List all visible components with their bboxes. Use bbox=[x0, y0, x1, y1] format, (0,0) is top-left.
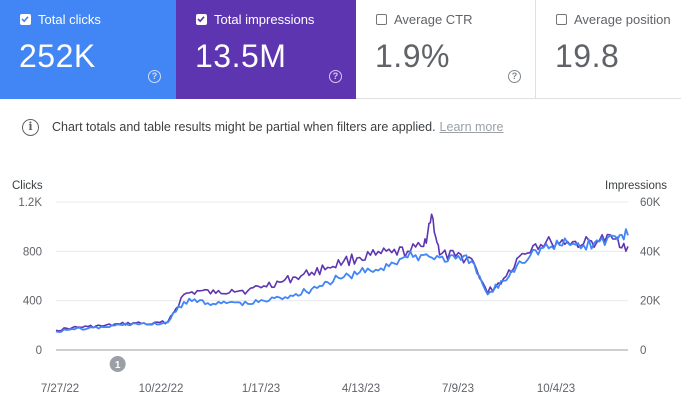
left-tick-label: 1.2K bbox=[18, 197, 42, 209]
left-tick-label: 400 bbox=[23, 296, 42, 308]
help-icon[interactable]: ? bbox=[508, 70, 521, 83]
x-tick-label: 7/27/22 bbox=[41, 383, 79, 395]
right-tick-label: 60K bbox=[640, 197, 661, 209]
average-position-value: 19.8 bbox=[555, 38, 620, 74]
total-clicks-card[interactable]: Total clicks 252K ? bbox=[0, 0, 176, 99]
right-tick-label: 40K bbox=[640, 246, 661, 258]
help-icon[interactable]: ? bbox=[329, 70, 342, 83]
total-impressions-card[interactable]: Total impressions 13.5M ? bbox=[176, 0, 356, 99]
x-tick-label: 1/17/23 bbox=[242, 383, 280, 395]
annotation-marker bbox=[109, 356, 126, 372]
total-clicks-value: 252K bbox=[19, 38, 96, 74]
average-ctr-label: Average CTR bbox=[394, 12, 473, 27]
right-axis-title: Impressions bbox=[605, 180, 667, 192]
help-icon[interactable]: ? bbox=[148, 70, 161, 83]
checkbox-checked-icon[interactable] bbox=[196, 14, 207, 25]
right-tick-label: 20K bbox=[640, 296, 661, 308]
x-tick-label: 7/9/23 bbox=[442, 383, 474, 395]
total-impressions-label: Total impressions bbox=[214, 12, 315, 27]
left-tick-label: 800 bbox=[23, 246, 42, 258]
metric-cards: Total clicks 252K ? Total impressions 13… bbox=[0, 0, 681, 99]
x-tick-label: 10/22/22 bbox=[139, 383, 184, 395]
info-icon: i bbox=[22, 118, 39, 136]
annotation-label: 1 bbox=[115, 360, 121, 371]
total-impressions-value: 13.5M bbox=[195, 38, 287, 74]
checkbox-checked-icon[interactable] bbox=[20, 14, 31, 25]
notice-text: Chart totals and table results might be … bbox=[52, 120, 436, 134]
left-axis-title: Clicks bbox=[12, 180, 43, 192]
average-ctr-card[interactable]: Average CTR 1.9% ? bbox=[356, 0, 536, 99]
average-position-label: Average position bbox=[574, 12, 671, 27]
partial-results-notice: i Chart totals and table results might b… bbox=[22, 118, 503, 136]
clicks-series-line bbox=[55, 228, 629, 333]
average-ctr-value: 1.9% bbox=[375, 38, 450, 74]
checkbox-unchecked-icon[interactable] bbox=[376, 14, 387, 25]
learn-more-link[interactable]: Learn more bbox=[439, 120, 504, 134]
total-clicks-label: Total clicks bbox=[38, 12, 101, 27]
impressions-series-line bbox=[55, 213, 629, 332]
performance-chart: Clicks Impressions 0 400 800 1.2K 0 20K 40K 60K 7/… bbox=[12, 180, 667, 395]
x-tick-label: 10/4/23 bbox=[537, 383, 575, 395]
left-tick-label: 0 bbox=[36, 345, 42, 357]
x-tick-label: 4/13/23 bbox=[342, 383, 380, 395]
right-tick-label: 0 bbox=[640, 345, 646, 357]
checkbox-unchecked-icon[interactable] bbox=[556, 14, 567, 25]
average-position-card[interactable]: Average position 19.8 bbox=[536, 0, 681, 99]
